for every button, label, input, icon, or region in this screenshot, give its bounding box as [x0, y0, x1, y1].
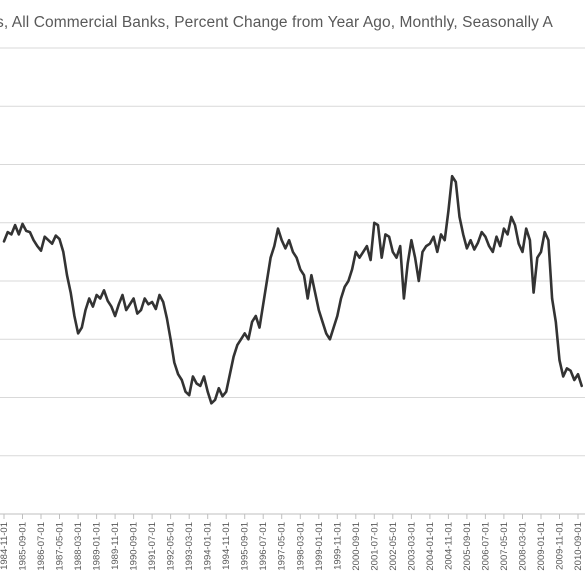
- x-ticks: [3, 514, 579, 519]
- series-line: [2, 174, 583, 405]
- x-tick-label: 2010-09-01: [573, 522, 584, 571]
- x-tick-label: 2005-09-01: [462, 522, 473, 571]
- x-tick-label: 1996-07-01: [258, 522, 269, 571]
- x-tick-label: 2004-11-01: [443, 522, 454, 570]
- x-tick-label: 1989-01-01: [92, 522, 103, 571]
- x-tick-label: 1997-05-01: [277, 522, 288, 571]
- x-tick-label: 1995-09-01: [240, 522, 251, 571]
- x-tick-label: 2006-07-01: [480, 522, 491, 571]
- gridlines: [0, 47, 585, 457]
- x-tick-label: 1990-09-01: [129, 522, 140, 571]
- x-tick-label: 1998-03-01: [295, 522, 306, 571]
- x-tick-label: 1991-07-01: [147, 522, 158, 571]
- x-tick-label: 2007-05-01: [499, 522, 510, 571]
- x-tick-label: 1989-11-01: [110, 522, 121, 570]
- chart-title: s, All Commercial Banks, Percent Change …: [0, 14, 553, 31]
- x-tick-labels: 1984-11-01 1985-09-01 1986-07-01 1987-05-01…: [0, 522, 584, 571]
- x-tick-label: 1984-11-01: [0, 522, 10, 570]
- x-tick-label: 2000-09-01: [351, 522, 362, 571]
- x-tick-label: 1993-03-01: [184, 522, 195, 571]
- x-tick-label: 2009-01-01: [536, 522, 547, 571]
- x-tick-label: 1994-11-01: [221, 522, 232, 570]
- x-tick-label: 2008-03-01: [518, 522, 529, 571]
- x-tick-label: 2002-05-01: [388, 522, 399, 571]
- x-tick-label: 1988-03-01: [73, 522, 84, 571]
- x-tick-label: 1994-01-01: [203, 522, 214, 571]
- x-tick-label: 1987-05-01: [55, 522, 66, 571]
- x-tick-label: 2001-07-01: [369, 522, 380, 571]
- x-tick-label: 1985-09-01: [18, 522, 29, 571]
- x-tick-label: 2003-03-01: [406, 522, 417, 571]
- x-tick-label: 1999-01-01: [314, 522, 325, 571]
- x-tick-label: 2004-01-01: [425, 522, 436, 571]
- x-tick-label: 1992-05-01: [166, 522, 177, 571]
- x-tick-label: 1999-11-01: [332, 522, 343, 570]
- x-tick-label: 1986-07-01: [36, 522, 47, 571]
- x-tick-label: 2009-11-01: [555, 522, 566, 570]
